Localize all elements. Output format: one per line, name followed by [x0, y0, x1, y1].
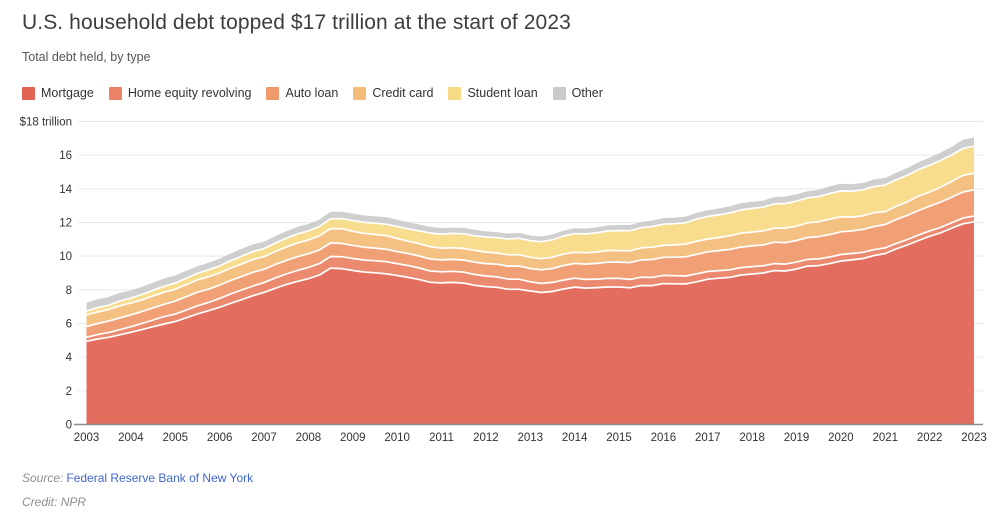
legend-swatch [552, 86, 566, 100]
legend-swatch [266, 86, 280, 100]
legend-label: Credit card [372, 86, 434, 100]
x-tick-label: 2016 [651, 432, 677, 444]
legend-item-mortgage: Mortgage [22, 86, 94, 100]
legend-label: Auto loan [285, 86, 339, 100]
y-axis-top-label: $18 trillion [20, 117, 72, 129]
legend-label: Mortgage [41, 86, 94, 100]
credit-value: NPR [60, 495, 87, 509]
y-tick-label: 6 [66, 319, 72, 331]
x-tick-label: 2008 [296, 432, 322, 444]
source-label: Source: [22, 471, 64, 485]
x-tick-label: 2015 [606, 432, 632, 444]
y-tick-label: 0 [66, 420, 72, 432]
legend-label: Student loan [467, 86, 538, 100]
x-tick-label: 2023 [961, 432, 987, 444]
legend-label: Other [571, 86, 603, 100]
x-tick-label: 2021 [872, 432, 898, 444]
y-tick-label: 8 [66, 285, 72, 297]
legend: Mortgage Home equity revolving Auto loan Cr… [22, 86, 618, 100]
credit-line: Credit: NPR [22, 495, 86, 509]
legend-item-student-loan: Student loan [448, 86, 538, 100]
x-tick-label: 2004 [118, 432, 144, 444]
source-line: Source: Federal Reserve Bank of New York [22, 471, 253, 485]
series-separator [86, 172, 975, 316]
x-tick-label: 2010 [384, 432, 410, 444]
legend-item-other: Other [552, 86, 603, 100]
x-tick-label: 2007 [251, 432, 277, 444]
x-tick-label: 2006 [207, 432, 233, 444]
x-tick-label: 2005 [162, 432, 188, 444]
y-tick-label: 12 [59, 218, 72, 230]
source-link[interactable]: Federal Reserve Bank of New York [66, 471, 254, 485]
legend-item-auto-loan: Auto loan [266, 86, 338, 100]
y-tick-label: 14 [59, 184, 72, 196]
x-tick-label: 2011 [429, 432, 454, 444]
legend-swatch [353, 86, 367, 100]
x-tick-label: 2009 [340, 432, 366, 444]
chart-title: U.S. household debt topped $17 trillion … [22, 11, 571, 34]
credit-label: Credit: [22, 495, 58, 509]
legend-item-credit-card: Credit card [353, 86, 433, 100]
y-tick-label: 16 [59, 150, 72, 162]
y-tick-label: 2 [66, 386, 72, 398]
x-tick-label: 2013 [517, 432, 543, 444]
x-tick-label: 2018 [739, 432, 765, 444]
x-tick-label: 2022 [917, 432, 943, 444]
x-tick-label: 2012 [473, 432, 499, 444]
series-separator [86, 188, 975, 328]
legend-swatch [448, 86, 462, 100]
legend-item-home-equity-revolving: Home equity revolving [108, 86, 252, 100]
series-separator [86, 145, 975, 312]
x-tick-label: 2003 [74, 432, 100, 444]
y-tick-label: 10 [59, 251, 72, 263]
x-tick-label: 2014 [562, 432, 588, 444]
series-separator [86, 215, 975, 339]
area-mortgage [86, 221, 974, 425]
x-tick-label: 2017 [695, 432, 721, 444]
series-separator [86, 220, 975, 343]
chart-subtitle: Total debt held, by type [22, 50, 151, 64]
x-tick-label: 2020 [828, 432, 854, 444]
x-tick-label: 2019 [784, 432, 810, 444]
legend-swatch [22, 86, 35, 100]
legend-swatch [108, 86, 122, 100]
y-tick-label: 4 [66, 352, 73, 364]
legend-label: Home equity revolving [127, 86, 252, 100]
